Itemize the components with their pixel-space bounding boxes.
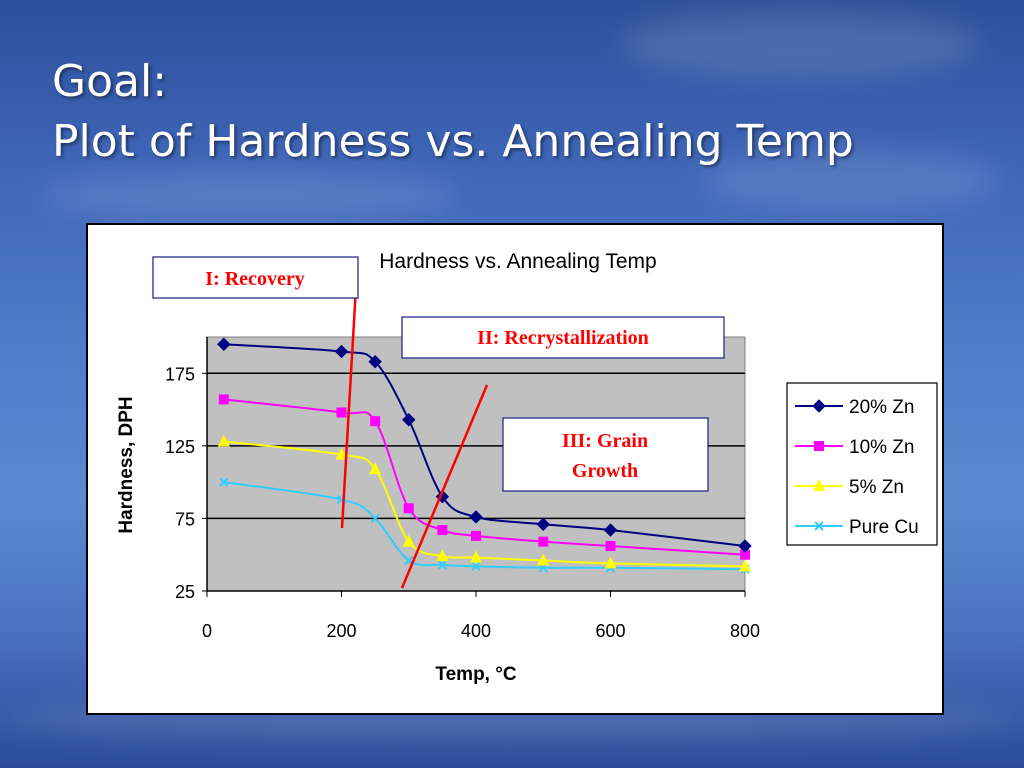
x-axis-label: Temp, °C xyxy=(435,664,516,685)
data-point xyxy=(603,523,618,537)
data-point xyxy=(335,447,348,460)
data-point xyxy=(436,549,449,562)
data-point xyxy=(738,539,752,553)
legend-label: 20% Zn xyxy=(849,397,914,418)
annotation-box-recovery xyxy=(152,256,359,299)
region-divider-line xyxy=(400,384,489,589)
legend-marker xyxy=(814,441,824,451)
data-point xyxy=(217,337,231,351)
legend xyxy=(786,382,938,546)
y-tick-label: 125 xyxy=(165,437,195,457)
data-point xyxy=(739,559,751,572)
y-tick-label: 25 xyxy=(175,582,195,602)
data-point xyxy=(219,477,229,487)
data-point xyxy=(538,536,549,547)
y-tick-label: 75 xyxy=(175,509,195,529)
legend-marker xyxy=(813,479,825,491)
data-point xyxy=(470,550,482,563)
data-point xyxy=(471,561,481,572)
legend-marker xyxy=(814,521,824,531)
data-point xyxy=(369,462,382,475)
data-point xyxy=(537,553,550,566)
data-point xyxy=(368,354,382,369)
legend-label: 5% Zn xyxy=(849,477,904,498)
data-point xyxy=(604,556,617,569)
legend-marker xyxy=(812,399,826,413)
y-axis-label: Hardness, DPH xyxy=(116,396,137,533)
data-point xyxy=(402,534,415,547)
data-point xyxy=(336,407,347,418)
y-tick-label: 175 xyxy=(165,364,195,384)
x-tick-label: 0 xyxy=(202,621,212,641)
slide-title-line2: Plot of Hardness vs. Annealing Temp xyxy=(52,116,854,167)
x-tick-label: 800 xyxy=(730,621,760,641)
annotation-grain-growth-line2: Growth xyxy=(572,460,638,482)
data-point xyxy=(334,344,349,359)
data-point xyxy=(536,517,550,531)
annotation-recrystallization: II: Recrystallization xyxy=(477,327,649,349)
region-divider-line xyxy=(340,269,359,529)
slide-title-line1: Goal: xyxy=(52,56,168,107)
annotation-box-recrystallization xyxy=(401,316,725,359)
x-tick-label: 200 xyxy=(326,621,356,641)
x-tick-label: 600 xyxy=(595,621,625,641)
legend-label: 10% Zn xyxy=(849,437,914,458)
x-tick-label: 400 xyxy=(461,621,491,641)
data-point xyxy=(370,416,381,427)
data-point xyxy=(217,434,230,447)
annotation-recovery: I: Recovery xyxy=(205,268,304,290)
data-point xyxy=(402,413,416,427)
legend-label: Pure Cu xyxy=(849,517,919,538)
data-point xyxy=(740,549,750,560)
data-point xyxy=(218,394,229,405)
annotation-box-grain-growth xyxy=(502,417,709,492)
data-point xyxy=(471,530,481,541)
annotation-grain-growth-line1: III: Grain xyxy=(562,430,648,452)
data-point xyxy=(469,510,483,524)
slide-title: Goal: Plot of Hardness vs. Annealing Tem… xyxy=(52,52,854,172)
data-point xyxy=(370,513,380,524)
data-point xyxy=(605,541,616,552)
data-point xyxy=(403,503,414,514)
data-point xyxy=(437,560,448,570)
data-point xyxy=(437,525,448,536)
chart-title: Hardness vs. Annealing Temp xyxy=(379,250,656,273)
